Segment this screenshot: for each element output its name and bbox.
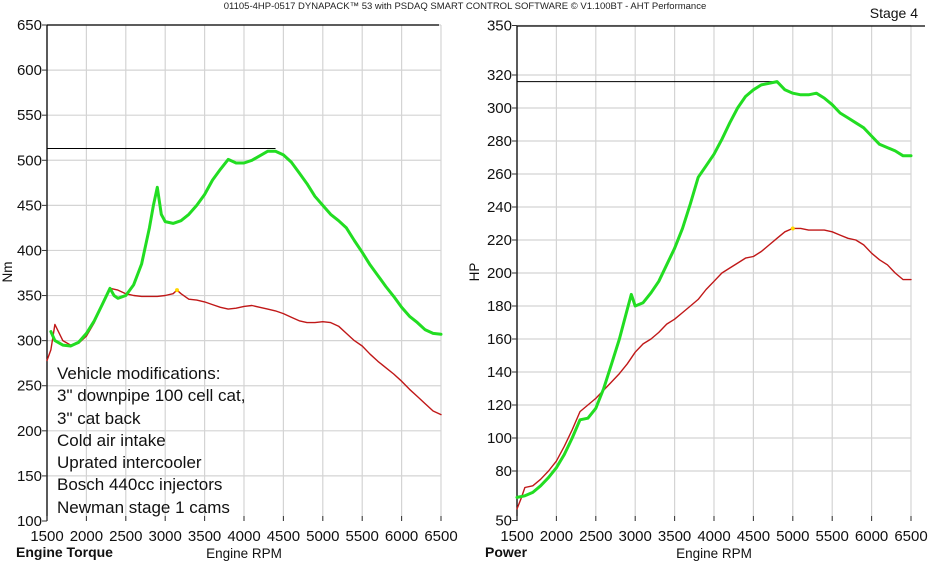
y-tick-label: 450 [17,197,42,214]
y-tick-label: 240 [487,199,512,216]
x-tick-label: 4500 [267,528,300,545]
x-tick-label: 4000 [227,528,260,545]
y-axis-title: HP [467,263,482,282]
y-tick-label: 320 [487,67,512,84]
y-tick-label: 300 [487,100,512,117]
y-tick-label: 400 [17,242,42,259]
report-title: 01105-4HP-0517 DYNAPACK™ 53 with PSDAQ S… [223,1,707,12]
y-tick-label: 350 [17,288,42,305]
y-tick-label: 500 [17,152,42,169]
y-tick-label: 160 [487,331,512,348]
baseline-peak-marker [175,288,180,293]
y-tick-label: 120 [487,397,512,414]
x-tick-label: 3500 [658,528,691,545]
x-tick-label: 2500 [579,528,612,545]
x-tick-label: 2000 [70,528,103,545]
stage-label: Stage 4 [869,5,918,21]
y-tick-label: 550 [17,107,42,124]
x-tick-label: 5500 [816,528,849,545]
x-tick-label: 4000 [697,528,730,545]
baseline-curve [516,227,912,510]
x-axis-title: Engine RPM [676,546,752,561]
y-tick-label: 200 [487,265,512,282]
modification-item: 3" downpipe 100 cell cat, [57,386,246,406]
y-tick-label: 220 [487,232,512,249]
y-tick-label: 50 [495,513,512,530]
modification-item: 3" cat back [57,408,141,428]
x-tick-label: 5500 [346,528,379,545]
torque-chart: 100 150 200 250 300 350 400 450 500 550 600 650 1500… [0,17,458,561]
y-tick-label: 150 [17,468,42,485]
x-tick-label: 2000 [540,528,573,545]
y-tick-label: 280 [487,133,512,150]
x-tick-label: 3000 [619,528,652,545]
power-chart: 50 80 100 120 140 160 180 200 220 240 260 280 300 320… [467,18,928,562]
modifications-heading: Vehicle modifications: [57,364,221,383]
tuned-curve [49,149,443,348]
y-tick-label: 650 [17,17,42,34]
x-tick-label: 3500 [188,528,221,545]
x-tick-label: 1500 [500,528,533,545]
vehicle-modifications-note: Vehicle modifications: 3" downpipe 100 c… [57,363,245,519]
x-tick-label: 1500 [30,528,63,545]
chart-title: Engine Torque [16,544,113,560]
x-tick-label: 5000 [776,528,809,545]
x-tick-label: 3000 [149,528,182,545]
modification-item: Cold air intake [57,430,166,450]
x-tick-label: 6500 [424,528,457,545]
y-tick-label: 300 [17,333,42,350]
chart-title: Power [485,544,528,560]
y-tick-label: 180 [487,298,512,315]
modification-item: Bosch 440cc injectors [57,475,223,495]
x-tick-label: 2500 [109,528,142,545]
y-tick-label: 100 [487,430,512,447]
y-tick-label: 260 [487,166,512,183]
x-tick-label: 4500 [737,528,770,545]
modification-item: Newman stage 1 cams [57,497,230,517]
y-tick-label: 200 [17,423,42,440]
y-tick-label: 140 [487,364,512,381]
x-tick-label: 5000 [306,528,339,545]
y-tick-label: 250 [17,378,42,395]
y-axis-title: Nm [0,262,15,283]
tuned-curve [515,80,913,499]
baseline-peak-marker [790,226,795,231]
x-tick-label: 6500 [894,528,927,545]
y-tick-label: 100 [17,513,42,530]
modification-item: Uprated intercooler [57,453,202,473]
x-tick-label: 6000 [385,528,418,545]
y-tick-label: 600 [17,62,42,79]
x-tick-label: 6000 [855,528,888,545]
y-tick-label: 350 [487,18,512,35]
y-tick-label: 80 [495,463,512,480]
x-axis-title: Engine RPM [206,546,282,561]
